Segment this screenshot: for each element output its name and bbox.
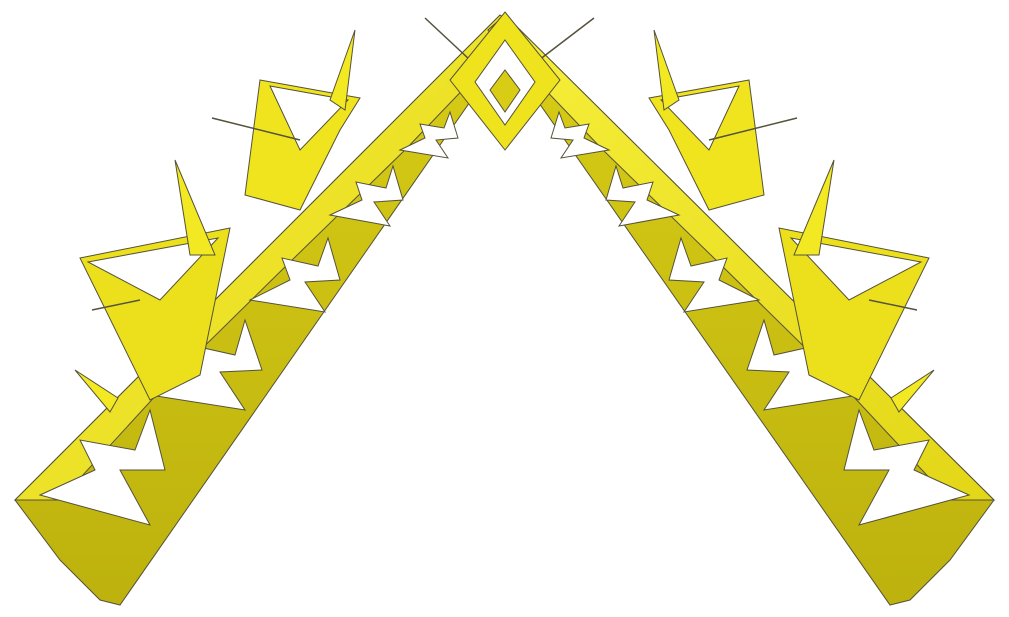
left-spike-3 bbox=[74, 369, 119, 413]
right-spike-2 bbox=[653, 29, 680, 111]
right-needle-3 bbox=[868, 299, 918, 311]
right-panel-d bbox=[659, 85, 740, 151]
right-spike-3 bbox=[890, 369, 935, 413]
right-spike-1 bbox=[793, 159, 835, 256]
left-arch-arm bbox=[13, 14, 521, 606]
left-star-cutout-1 bbox=[38, 408, 166, 526]
apex-inner bbox=[489, 69, 521, 113]
right-star-cutout-5 bbox=[550, 110, 611, 159]
right-star-cutout-1 bbox=[843, 408, 971, 526]
right-needle-2 bbox=[538, 17, 595, 61]
right-needle-1 bbox=[708, 117, 798, 141]
left-needle-3 bbox=[91, 299, 141, 311]
right-star-cutout-3 bbox=[668, 236, 761, 313]
right-panel-b bbox=[789, 237, 923, 301]
right-star-cutout-4 bbox=[605, 164, 681, 227]
left-needle-1 bbox=[211, 117, 301, 141]
left-spike-2 bbox=[329, 29, 356, 111]
left-panel-d bbox=[269, 85, 350, 151]
left-star-cutout-5 bbox=[398, 110, 459, 159]
left-panel-b bbox=[86, 237, 220, 301]
left-needle-2 bbox=[424, 17, 471, 61]
left-spike-1 bbox=[174, 159, 216, 256]
arch-apex bbox=[449, 11, 561, 151]
left-star-cutout-4 bbox=[328, 164, 404, 227]
left-star-cutout-3 bbox=[248, 236, 341, 313]
right-arch-arm bbox=[487, 14, 996, 606]
